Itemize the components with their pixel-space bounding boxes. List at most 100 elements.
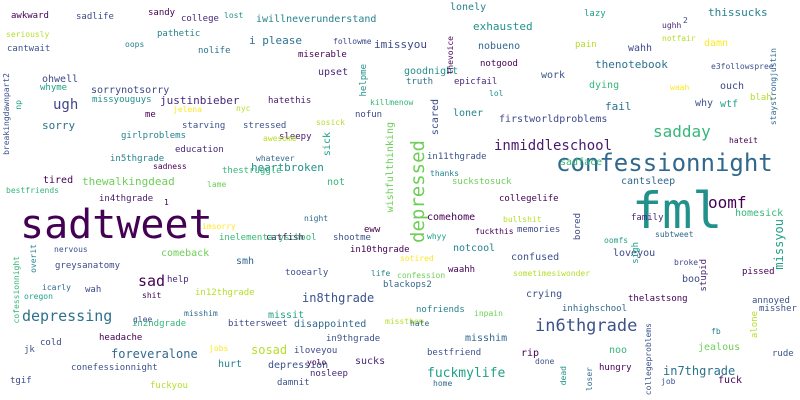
cloud-word: fuckyou (150, 381, 188, 391)
cloud-word: notgood (480, 59, 518, 69)
cloud-word: cantwait (7, 44, 51, 54)
cloud-word: life (371, 269, 391, 278)
cloud-word: help (167, 275, 189, 285)
cloud-word: missher (759, 304, 797, 314)
cloud-word: lame (207, 180, 227, 189)
cloud-word: oops (125, 40, 145, 49)
cloud-word: confused (511, 252, 560, 263)
cloud-word: in12thgrade (195, 288, 255, 298)
cloud-word: sorry (42, 119, 76, 132)
cloud-word: greysanatomy (55, 261, 121, 271)
cloud-word: conefessionnight (71, 363, 158, 373)
cloud-word: breakingdawnpart2 (2, 73, 11, 155)
cloud-word: in7thgrade (663, 364, 736, 378)
cloud-word: 2 (683, 16, 688, 25)
cloud-word: wtf (720, 99, 739, 110)
cloud-word: broke (674, 258, 699, 267)
cloud-word: nofun (355, 110, 383, 120)
cloud-word: scared (430, 99, 441, 136)
cloud-word: blackops2 (383, 280, 432, 290)
cloud-word: annoyed (752, 296, 790, 306)
cloud-word: college (181, 14, 219, 24)
cloud-word: icarly (42, 283, 71, 292)
cloud-word: wishfulthinking (385, 122, 396, 213)
cloud-word: family (631, 213, 664, 223)
cloud-word: girlproblems (121, 131, 187, 141)
cloud-word: heartbroken (251, 161, 324, 174)
cloud-word: shootme (333, 233, 371, 243)
cloud-word: missyou (772, 219, 786, 270)
cloud-word: sadlife (76, 12, 114, 22)
cloud-word: jk (24, 345, 35, 355)
cloud-word: whyme (40, 83, 68, 93)
cloud-word: loveyou (613, 248, 656, 259)
cloud-word: crying (526, 289, 563, 300)
cloud-word: seriously (6, 30, 50, 39)
cloud-word: in8thgrade (302, 291, 375, 305)
cloud-word: in10thgrade (350, 245, 410, 255)
cloud-word: hungry (599, 363, 632, 373)
cloud-word: catfish (266, 233, 304, 243)
cloud-word: thewalkingdead (82, 175, 175, 188)
cloud-word: justinbieber (160, 94, 240, 107)
cloud-word: dying (589, 80, 620, 91)
cloud-word: rip (521, 348, 540, 359)
cloud-word: fuck (718, 375, 743, 386)
cloud-word: suckstosuck (452, 177, 512, 187)
cloud-word: me (145, 110, 156, 120)
cloud-word: waahh (448, 265, 476, 275)
cloud-word: sucks (355, 356, 386, 367)
cloud-word: sadface (560, 157, 603, 168)
cloud-word: foreveralone (111, 347, 198, 361)
cloud-word: loner (453, 108, 484, 119)
cloud-word: tgif (10, 376, 32, 386)
cloud-word: awkward (11, 11, 49, 21)
cloud-word: ugh (53, 97, 79, 113)
cloud-word: overit (29, 244, 38, 273)
cloud-word: memories (517, 225, 561, 235)
cloud-word: comehome (427, 212, 476, 223)
cloud-word: hurt (218, 359, 243, 370)
cloud-word: collegelife (499, 194, 559, 204)
cloud-word: tired (43, 175, 74, 186)
cloud-word: goodnight (404, 66, 459, 77)
cloud-word: lost (224, 11, 244, 20)
cloud-word: sorrynotsorry (91, 85, 170, 96)
cloud-word: thelastsong (628, 294, 688, 304)
cloud-word: imsorry (202, 222, 236, 231)
cloud-word: smh (236, 256, 255, 267)
cloud-word: subtweet (655, 230, 694, 239)
cloud-word: inmiddleschool (494, 138, 613, 154)
cloud-word: sotired (400, 254, 434, 263)
cloud-word: missthem (385, 317, 424, 326)
cloud-word: nervous (54, 245, 88, 254)
cloud-word: miserable (298, 50, 347, 60)
cloud-word: yolo (307, 358, 327, 367)
cloud-word: home (433, 379, 453, 388)
cloud-word: boo (682, 274, 701, 285)
cloud-word: firstworldproblems (499, 114, 608, 125)
cloud-word: nosleep (310, 369, 348, 379)
cloud-word: sadtweet (20, 202, 213, 248)
cloud-word: eww (364, 225, 381, 235)
cloud-word: noo (609, 345, 628, 356)
cloud-word: pathetic (157, 29, 201, 39)
cloud-word: nofriends (416, 305, 465, 315)
cloud-word: bullshit (503, 215, 542, 224)
cloud-word: in5thgrade (110, 154, 165, 164)
cloud-word: sadday (653, 122, 711, 141)
cloud-word: fuckmylife (427, 366, 506, 381)
cloud-word: stressed (243, 121, 287, 131)
cloud-word: sosick (316, 118, 345, 127)
cloud-word: inhighschool (562, 304, 628, 314)
cloud-word: homesick (735, 208, 784, 219)
cloud-word: cold (40, 338, 62, 348)
cloud-word: notfair (662, 34, 696, 43)
cloud-word: notcool (453, 243, 496, 254)
cloud-word: thissucks (708, 6, 768, 19)
cloud-word: wah (85, 285, 102, 295)
cloud-word: misshim (184, 309, 218, 318)
cloud-word: confession (397, 271, 446, 280)
cloud-word: inpain (474, 309, 503, 318)
cloud-word: thanks (430, 169, 459, 178)
